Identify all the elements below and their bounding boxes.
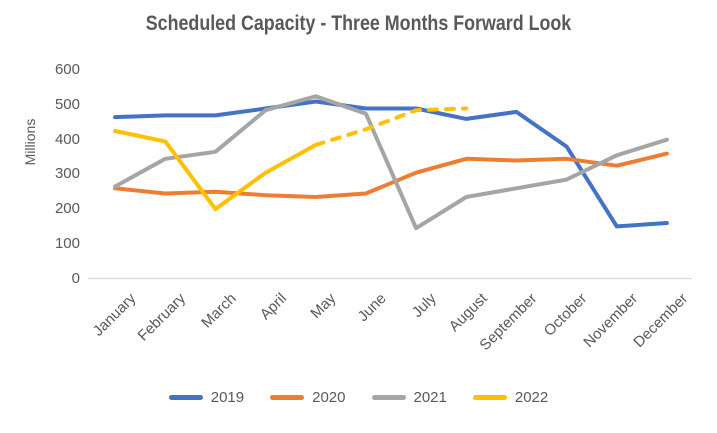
chart-legend: 2019 2020 2021 2022 (0, 389, 717, 406)
legend-label-2022: 2022 (514, 389, 549, 406)
y-axis-tick-label-0: 0 (71, 269, 80, 287)
legend-label-2021: 2021 (413, 389, 447, 406)
y-axis-tick-label-400: 400 (54, 130, 80, 148)
legend-item-2020: 2020 (270, 389, 346, 406)
legend-swatch-2021 (371, 395, 406, 400)
y-axis-tick-label-500: 500 (54, 96, 80, 113)
series-line-2021 (113, 94, 669, 231)
series-line-2020 (113, 151, 669, 199)
legend-swatch-2019 (168, 395, 203, 400)
legend-item-2021: 2021 (371, 389, 447, 406)
y-axis-tick-label-600: 600 (54, 61, 80, 79)
legend-item-2019: 2019 (168, 389, 245, 406)
series-line-2019 (113, 99, 669, 229)
series-line-2022-solid (113, 129, 318, 212)
y-axis-tick-label-300: 300 (54, 165, 80, 183)
legend-swatch-2022 (472, 395, 507, 400)
legend-label-2020: 2020 (312, 389, 346, 406)
chart-title: Scheduled Capacity - Three Months Forwar… (145, 12, 572, 35)
legend-swatch-2020 (270, 395, 305, 400)
y-axis-tick-label-200: 200 (54, 200, 80, 218)
legend-item-2022: 2022 (472, 389, 549, 406)
legend-label-2019: 2019 (210, 389, 245, 406)
series-line-2022-dashed-forecast (313, 106, 469, 147)
y-axis-tick-label-100: 100 (54, 234, 80, 252)
